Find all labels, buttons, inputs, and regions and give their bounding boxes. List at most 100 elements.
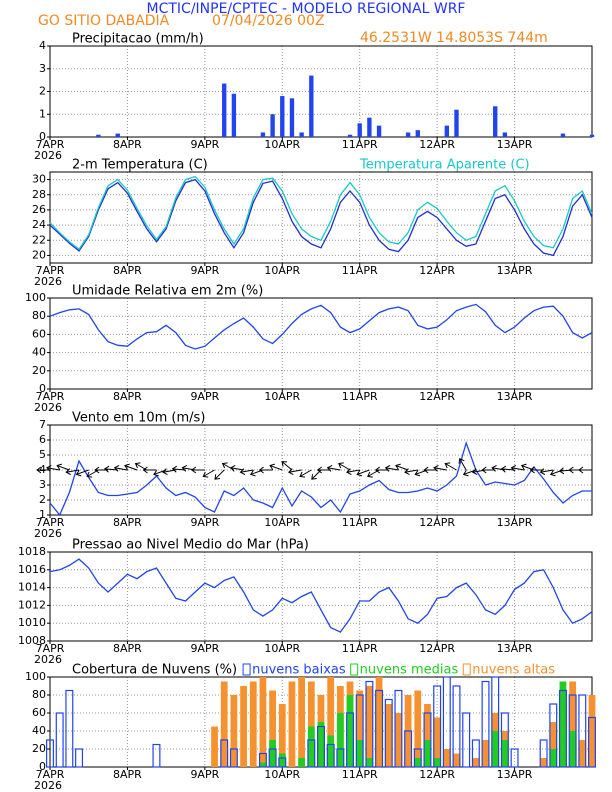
y-tick-label: 20 [32, 248, 46, 261]
bar [558, 689, 567, 768]
bar [326, 743, 335, 768]
bar [491, 676, 500, 768]
bar [433, 758, 441, 767]
y-tick-label: 100 [25, 291, 46, 304]
y-tick-label: 1 [39, 508, 46, 521]
bar [355, 694, 364, 768]
wind-arrow [36, 466, 50, 474]
panel-title: Pressao ao Nivel Medio do Mar (hPa) [72, 538, 309, 553]
x-tick-label: 13APR [497, 768, 533, 781]
bar [578, 694, 587, 768]
bar [65, 689, 74, 768]
x-tick-label: 9APR [190, 264, 219, 277]
bar [366, 758, 373, 767]
wind-arrow [481, 466, 496, 474]
bar [230, 695, 238, 767]
x-tick-label: 9APR [190, 516, 219, 529]
wind-arrow [124, 463, 138, 471]
y-tick-label: 80 [32, 688, 46, 701]
bar [357, 123, 362, 137]
year-label: 2026 [34, 275, 62, 288]
wind-arrow [423, 466, 438, 474]
legend-swatch [462, 663, 471, 676]
bar [336, 713, 344, 767]
bar [549, 749, 557, 767]
bar [356, 690, 364, 767]
x-tick-label: 13APR [497, 390, 533, 403]
bar [481, 680, 490, 768]
wind-arrow [444, 462, 457, 471]
wind-arrow [202, 469, 215, 478]
y-tick-label: 1016 [18, 563, 46, 576]
bar [433, 685, 442, 768]
year-label: 2026 [34, 779, 62, 792]
wind-arrow [395, 463, 409, 471]
wind-arrow [56, 463, 70, 471]
x-tick-label: 11APR [342, 390, 378, 403]
y-tick-label: 0 [39, 760, 46, 773]
bar [307, 726, 315, 767]
bar [367, 117, 372, 137]
y-tick-label: 1010 [18, 616, 46, 629]
bar [280, 96, 285, 137]
plot-frame [49, 297, 593, 390]
x-tick-label: 10APR [264, 390, 300, 403]
bar [491, 731, 499, 767]
x-tick-label: 13APR [497, 642, 533, 655]
x-tick-label: 8APR [113, 642, 142, 655]
bar [452, 685, 461, 768]
y-tick-label: 60 [32, 327, 46, 340]
bar [395, 713, 402, 767]
page-title: MCTIC/INPE/CPTEC - MODELO REGIONAL WRF [147, 1, 466, 17]
bar [288, 681, 296, 767]
y-tick-label: 3 [39, 478, 46, 491]
wind-arrow [229, 465, 244, 472]
y-tick-label: 40 [32, 724, 46, 737]
bar [442, 676, 451, 768]
bar [510, 748, 519, 768]
x-tick-label: 8APR [113, 390, 142, 403]
wind-arrow [500, 465, 515, 473]
panel-title: Vento em 10m (m/s) [72, 411, 205, 426]
bar [46, 739, 54, 768]
wind-arrow [258, 466, 273, 474]
bar [404, 730, 413, 768]
x-tick-label: 7APR [36, 390, 65, 403]
y-tick-label: 1012 [18, 598, 46, 611]
bar [588, 695, 596, 767]
y-tick-label: 2 [39, 493, 46, 506]
bar [589, 134, 595, 137]
y-tick-label: 30 [32, 173, 46, 186]
bar [211, 726, 218, 767]
bar [385, 704, 393, 767]
y-tick-label: 24 [32, 218, 46, 231]
wind-arrow [316, 466, 331, 474]
y-tick-label: 1018 [18, 545, 46, 558]
bar [454, 109, 459, 137]
bar [269, 690, 276, 767]
legend-label: nuvens baixas [252, 663, 346, 678]
wind-arrow [529, 466, 544, 474]
x-tick-label: 11APR [342, 642, 378, 655]
bar [578, 740, 586, 767]
wind-arrow [578, 466, 592, 474]
y-tick-label: 26 [32, 203, 46, 216]
y-tick-label: 5 [39, 448, 46, 461]
bar [152, 743, 161, 768]
bar [55, 712, 64, 768]
bar [220, 739, 229, 768]
bar [258, 752, 267, 768]
bar [115, 133, 120, 137]
wind-arrow [171, 465, 186, 473]
wind-arrow [65, 468, 80, 475]
year-label: 2026 [34, 653, 62, 666]
y-tick-label: 20 [32, 742, 46, 755]
wind-arrow [384, 465, 399, 472]
bar [307, 681, 315, 767]
wind-arrow [191, 466, 205, 474]
bar [365, 680, 374, 768]
wind-arrow [510, 465, 525, 472]
bar [231, 93, 237, 137]
legend-label: nuvens altas [472, 663, 555, 678]
